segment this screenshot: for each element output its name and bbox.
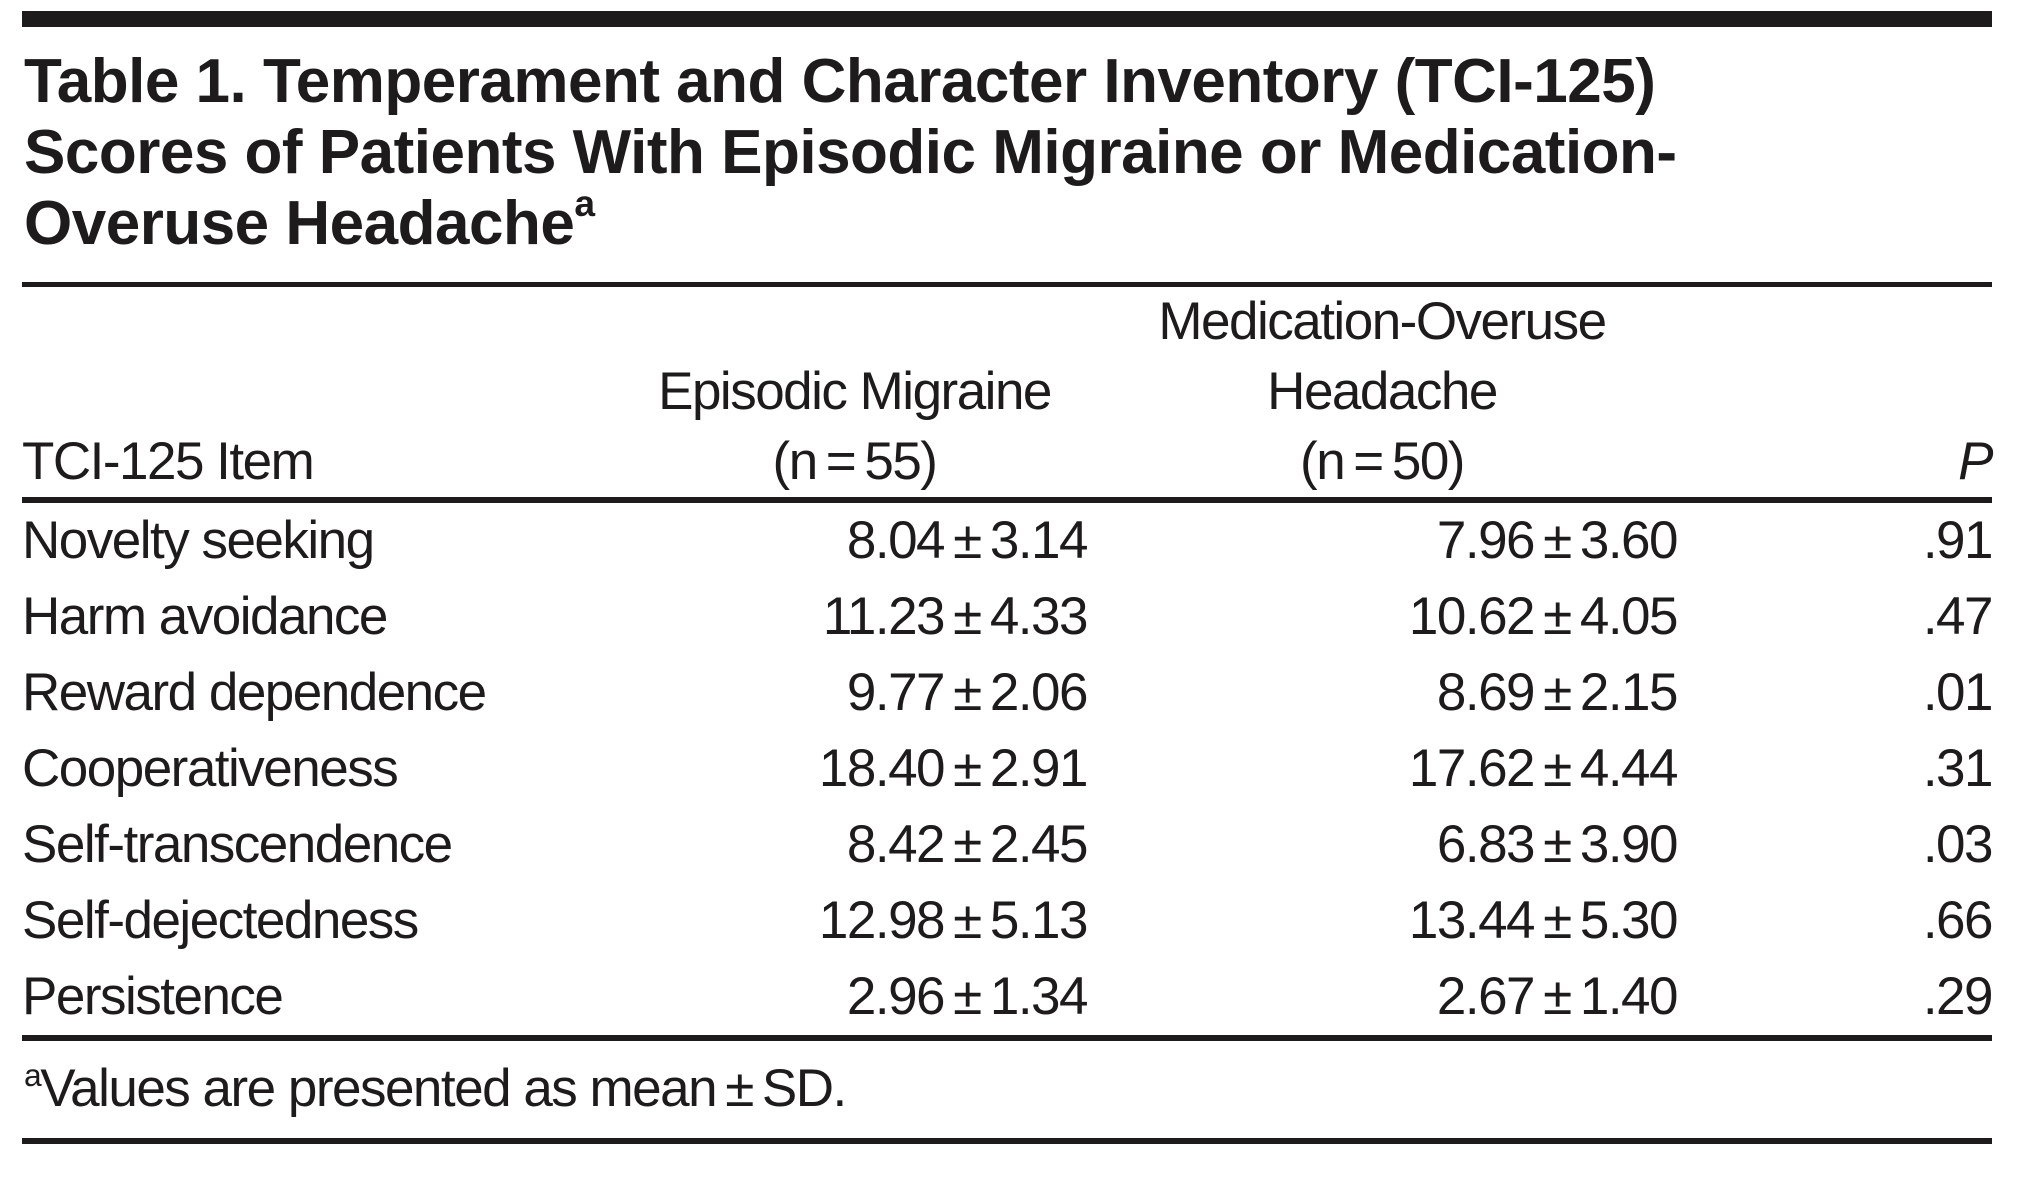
cell-episodic-value: 11.23 ± 4.33: [822, 587, 1089, 646]
cell-item: Persistence: [22, 959, 622, 1041]
cell-moh-value: 13.44 ± 5.30: [1408, 891, 1679, 950]
cell-moh-value: 17.62 ± 4.44: [1408, 739, 1679, 798]
tci-125-table: TCI-125 Item Episodic Migraine (n = 55) …: [22, 287, 1994, 1041]
table-body: Novelty seeking 8.04 ± 3.14 7.96 ± 3.60 …: [22, 500, 1994, 1041]
cell-moh-value: 2.67 ± 1.40: [1087, 959, 1679, 1041]
cell-p-value: .29: [1677, 959, 1994, 1041]
header-episodic-line-2: (n = 55): [772, 432, 938, 491]
cell-episodic-value: 9.77 ± 2.06: [846, 663, 1089, 722]
cell-episodic-value: 2.96 ± 1.34: [622, 959, 1089, 1041]
table-row: Novelty seeking 8.04 ± 3.14 7.96 ± 3.60 …: [22, 500, 1994, 579]
header-moh-line-2: Headache: [1267, 362, 1498, 421]
footnote-marker: a: [24, 1057, 42, 1093]
table-header: TCI-125 Item Episodic Migraine (n = 55) …: [22, 287, 1994, 503]
cell-episodic-value: 8.04 ± 3.14: [846, 511, 1089, 570]
cell-p-value: .31: [1922, 739, 1994, 798]
cell-moh-value: 7.96 ± 3.60: [1436, 511, 1679, 570]
column-header-episodic-migraine: Episodic Migraine (n = 55): [622, 287, 1087, 503]
header-moh-line-3: (n = 50): [1300, 432, 1465, 491]
table-title: Table 1. Temperament and Character Inven…: [22, 46, 1992, 259]
table-title-line-3-text: Overuse Headache: [24, 189, 575, 258]
table-row: Self-transcendence 8.42 ± 2.45 6.83 ± 3.…: [22, 807, 1994, 883]
table-footnote: aValues are presented as mean ± SD.: [22, 1041, 1992, 1144]
cell-item: Self-dejectedness: [22, 891, 419, 950]
table-title-line-2: Scores of Patients With Episodic Migrain…: [24, 118, 1677, 187]
footnote-text: Values are presented as mean ± SD.: [40, 1059, 847, 1118]
table-row: Cooperativeness 18.40 ± 2.91 17.62 ± 4.4…: [22, 731, 1994, 807]
cell-episodic-value: 18.40 ± 2.91: [818, 739, 1089, 798]
cell-item: Novelty seeking: [22, 511, 375, 570]
table-row: Self-dejectedness 12.98 ± 5.13 13.44 ± 5…: [22, 883, 1994, 959]
column-header-item: TCI-125 Item: [22, 287, 622, 503]
column-header-medication-overuse-headache: Medication-Overuse Headache (n = 50): [1087, 287, 1677, 503]
cell-moh-value: 8.69 ± 2.15: [1436, 663, 1679, 722]
column-header-p-value: P: [1677, 287, 1994, 503]
header-episodic-line-1: Episodic Migraine: [658, 362, 1052, 421]
title-divider-rule: [22, 282, 1992, 287]
cell-item: Self-transcendence: [22, 815, 453, 874]
cell-p-value: .91: [1922, 511, 1994, 570]
table-row: Persistence 2.96 ± 1.34 2.67 ± 1.40 .29: [22, 959, 1994, 1041]
cell-p-value: .66: [1922, 891, 1994, 950]
title-footnote-marker: a: [574, 182, 595, 224]
cell-p-value: .47: [1922, 587, 1994, 646]
table-title-line-3: Overuse Headachea: [24, 184, 1992, 259]
cell-moh-value: 10.62 ± 4.05: [1408, 587, 1679, 646]
cell-moh-value: 6.83 ± 3.90: [1436, 815, 1679, 874]
table-row: Reward dependence 9.77 ± 2.06 8.69 ± 2.1…: [22, 655, 1994, 731]
cell-episodic-value: 12.98 ± 5.13: [818, 891, 1089, 950]
cell-p-value: .01: [1922, 663, 1994, 722]
cell-episodic-value: 8.42 ± 2.45: [846, 815, 1089, 874]
cell-item: Cooperativeness: [22, 739, 399, 798]
table-row: Harm avoidance 11.23 ± 4.33 10.62 ± 4.05…: [22, 579, 1994, 655]
table-title-line-1: Table 1. Temperament and Character Inven…: [24, 47, 1656, 116]
cell-item: Reward dependence: [22, 663, 487, 722]
top-bar-rule: [22, 11, 1992, 27]
cell-item: Harm avoidance: [22, 587, 388, 646]
header-moh-line-1: Medication-Overuse: [1158, 292, 1607, 351]
cell-p-value: .03: [1922, 815, 1994, 874]
header-row: TCI-125 Item Episodic Migraine (n = 55) …: [22, 287, 1994, 503]
